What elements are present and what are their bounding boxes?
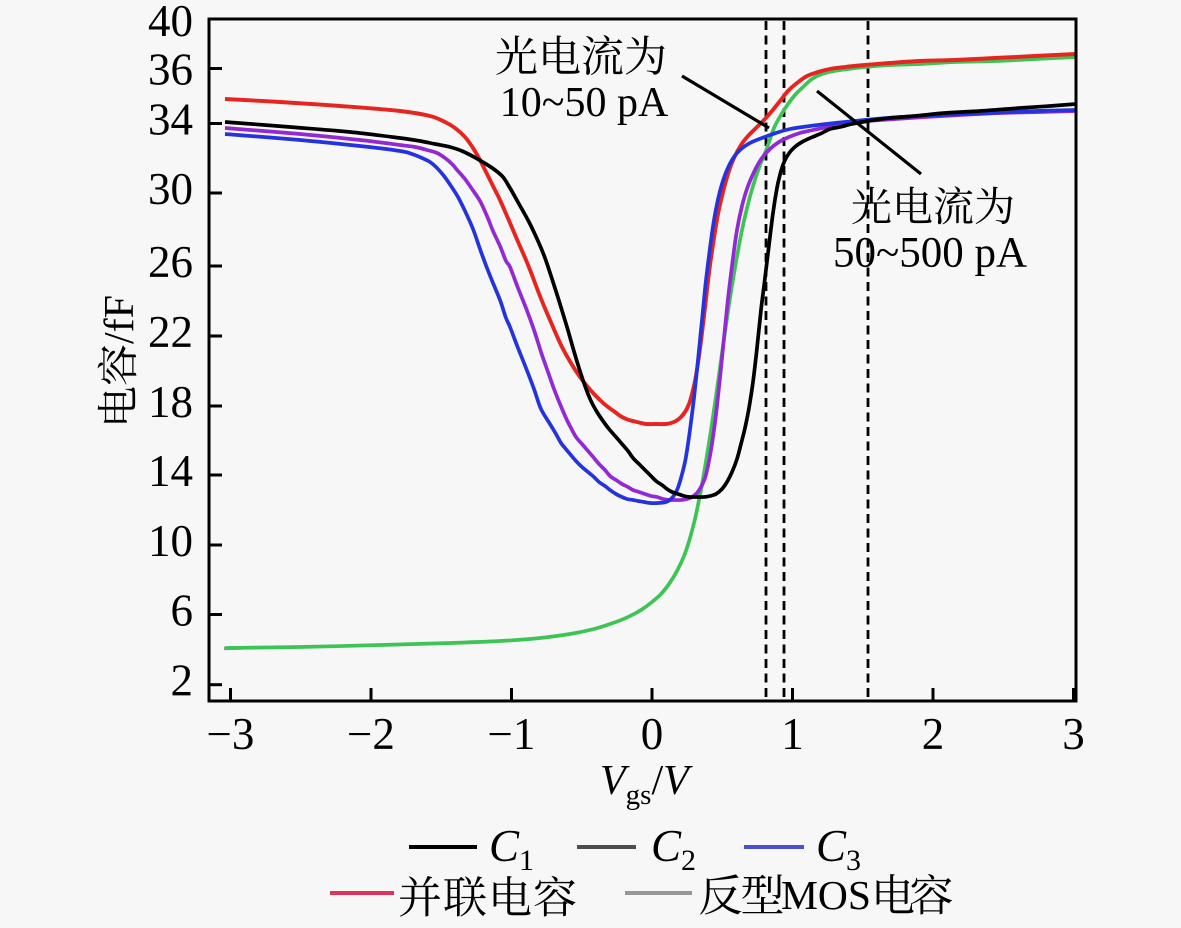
svg-text:/fF: /fF [97,295,143,344]
svg-text:C3: C3 [816,821,861,877]
svg-text:6: 6 [171,586,194,636]
svg-text:C1: C1 [489,821,534,877]
svg-text:3: 3 [1062,709,1085,759]
svg-text:2: 2 [171,656,194,706]
svg-text:22: 22 [148,307,193,357]
svg-text:2: 2 [922,709,945,759]
svg-text:C2: C2 [651,821,696,877]
svg-text:0: 0 [641,709,664,759]
svg-text:10~50 pA: 10~50 pA [500,80,669,126]
svg-text:14: 14 [148,446,193,496]
svg-text:MOS: MOS [781,872,871,918]
svg-text:30: 30 [148,164,193,214]
svg-text:−1: −1 [488,709,536,759]
svg-text:10: 10 [148,516,193,566]
svg-text:34: 34 [148,95,193,145]
svg-text:−2: −2 [347,709,395,759]
svg-text:1: 1 [781,709,804,759]
svg-text:40: 40 [148,0,193,46]
svg-text:50~500 pA: 50~500 pA [833,230,1027,277]
svg-text:Vgs/V: Vgs/V [600,758,693,811]
svg-text:18: 18 [148,377,193,427]
svg-text:26: 26 [148,237,193,287]
svg-text:36: 36 [148,45,193,95]
svg-text:−3: −3 [207,709,255,759]
